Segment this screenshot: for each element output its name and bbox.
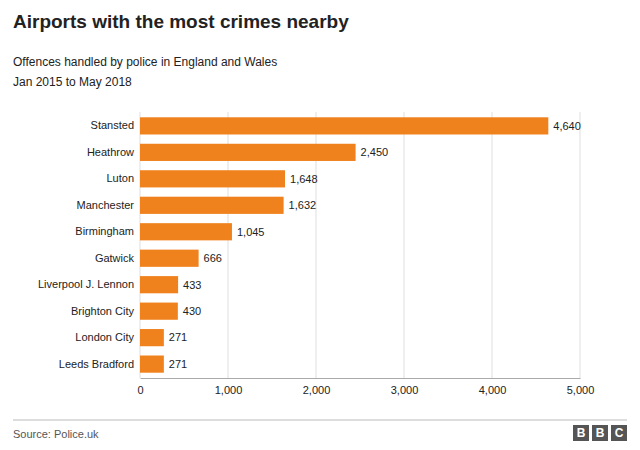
x-tick-label: 5,000 [567,384,595,396]
logo-box [573,425,589,441]
bar [140,250,199,267]
separator [13,420,627,421]
y-tick-label: London City [75,331,134,343]
x-tick-label: 1,000 [215,384,243,396]
chart: Airports with the most crimes nearby Offe… [0,0,640,450]
x-tick-label: 0 [137,384,143,396]
bar [140,117,548,134]
logo-letter: C [615,426,624,440]
data-label: 1,045 [237,226,265,238]
y-tick-label: Birmingham [75,225,134,237]
y-tick: London City [75,331,140,343]
bar [140,223,232,240]
data-label: 271 [169,358,187,370]
data-label: 666 [204,252,222,264]
x-tick: 4,000 [479,378,507,396]
y-tick-label: Brighton City [71,305,134,317]
subtitle: Jan 2015 to May 2018 [13,75,132,89]
y-tick-label: Liverpool J. Lennon [38,278,134,290]
y-tick-label: Stansted [91,119,134,131]
x-tick: 2,000 [303,378,331,396]
bar [140,329,164,346]
x-tick: 5,000 [567,378,595,396]
bar [140,144,356,161]
data-label: 433 [183,279,201,291]
data-label: 1,632 [289,199,317,211]
y-tick: Brighton City [71,305,140,317]
grid-line [492,112,493,378]
source: Source: Police.uk [13,428,99,440]
x-tick-label: 3,000 [391,384,419,396]
bar [140,170,285,187]
y-tick-label: Gatwick [95,252,135,264]
x-tick: 0 [137,378,143,396]
x-axis-line [141,378,581,379]
x-tick-label: 2,000 [303,384,331,396]
x-axis: 0 1,000 2,000 3,000 4,000 5,000 [137,378,594,396]
grid-line [580,112,581,378]
data-label: 271 [169,331,187,343]
y-tick-label: Manchester [77,199,135,211]
logo-letter: B [577,426,586,440]
data-labels: 271 271 430 433 666 1,045 1,632 1,648 2,450 4,640 [169,120,581,370]
y-tick-label: Leeds Bradford [59,358,134,370]
y-tick: Liverpool J. Lennon [38,278,140,290]
y-tick: Heathrow [87,146,140,158]
plot: 0 1,000 2,000 3,000 4,000 5,000 Leeds Bradford… [38,112,594,396]
bar [140,356,164,373]
x-tick: 3,000 [391,378,419,396]
x-tick: 1,000 [215,378,243,396]
bar [140,197,284,214]
bar [140,303,178,320]
logo-box [592,425,608,441]
background [0,0,640,450]
bar [140,276,178,293]
y-tick: Luton [106,172,140,184]
logo-letter: B [596,426,605,440]
data-label: 2,450 [361,146,389,158]
title: Airports with the most crimes nearby [13,11,349,32]
logo-box [611,425,627,441]
y-tick: Birmingham [75,225,140,237]
y-tick: Gatwick [95,252,140,264]
y-tick-label: Luton [106,172,134,184]
y-axis: Leeds Bradford London City Brighton City Li… [38,119,140,369]
grid [140,112,580,378]
subtitle: Offences handled by police in England an… [13,55,277,69]
y-tick: Stansted [91,119,140,131]
y-tick-label: Heathrow [87,146,134,158]
data-label: 1,648 [290,173,318,185]
data-label: 430 [183,305,201,317]
x-tick-label: 4,000 [479,384,507,396]
bars [140,117,548,372]
data-label: 4,640 [553,120,581,132]
y-tick: Leeds Bradford [59,358,140,370]
y-tick: Manchester [77,199,140,211]
grid-line [404,112,405,378]
